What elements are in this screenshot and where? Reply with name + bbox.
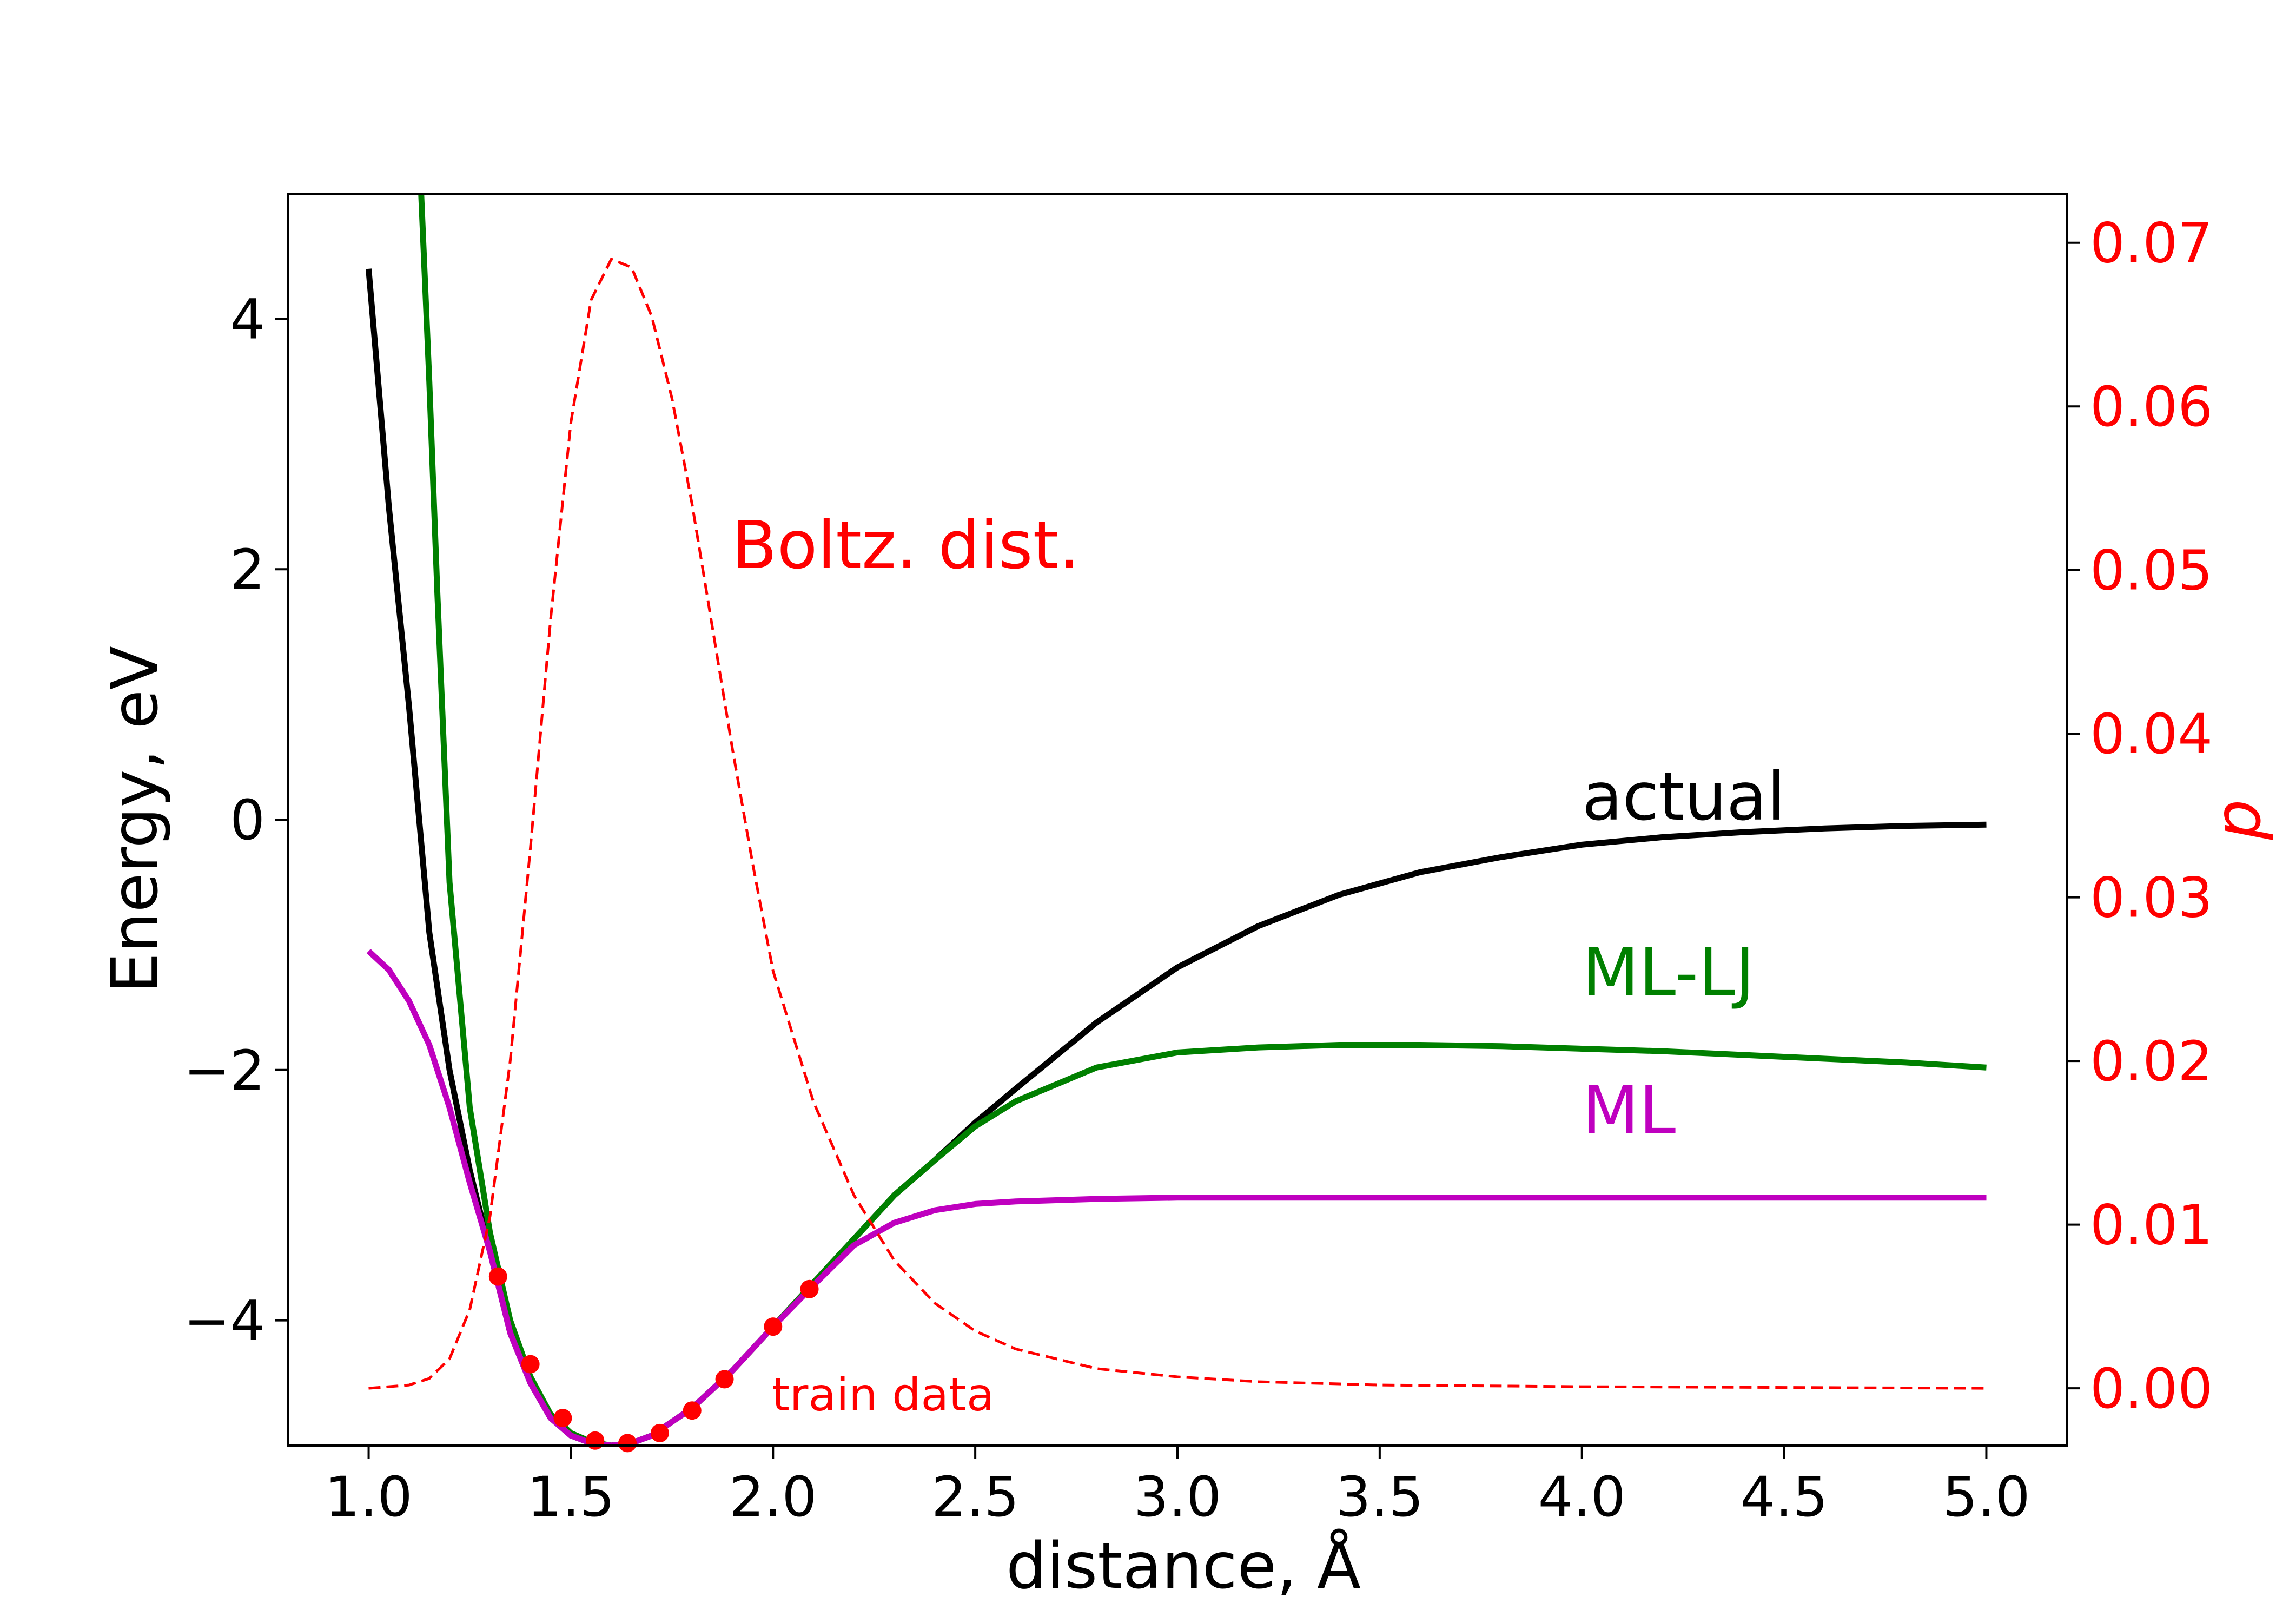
x-tick-label: 5.0 bbox=[1942, 1465, 2030, 1529]
y-tick-label: 0 bbox=[230, 788, 265, 853]
train-data-point bbox=[553, 1409, 572, 1428]
y-right-tick-label: 0.03 bbox=[2090, 866, 2213, 931]
y-right-tick-label: 0.06 bbox=[2090, 375, 2213, 439]
y-right-tick-label: 0.02 bbox=[2090, 1030, 2213, 1094]
y-tick-label: 2 bbox=[230, 538, 265, 602]
plot-area bbox=[288, 194, 2067, 1446]
train-data-point bbox=[715, 1370, 734, 1389]
y-right-tick-label: 0.04 bbox=[2090, 702, 2213, 767]
y-right-tick-label: 0.07 bbox=[2090, 212, 2213, 276]
y-tick-label: 4 bbox=[230, 287, 265, 352]
y-axis-label: Energy, eV bbox=[97, 646, 172, 993]
ticks-layer: 1.0 1.5 2.0 2.5 3.0 3.5 4.0 4.5 5.0 −4 −2 0 2 4 0.00 0.… bbox=[184, 212, 2213, 1529]
train-data-point bbox=[618, 1434, 637, 1453]
x-tick-label: 4.5 bbox=[1740, 1465, 1828, 1529]
annotation-train-data: train data bbox=[772, 1368, 994, 1421]
x-tick-label: 1.0 bbox=[325, 1465, 412, 1529]
x-tick-label: 3.5 bbox=[1336, 1465, 1424, 1529]
y-right-tick-label: 0.05 bbox=[2090, 539, 2213, 603]
x-tick-label: 1.5 bbox=[527, 1465, 614, 1529]
annotation-ml-lj: ML-LJ bbox=[1582, 934, 1755, 1011]
train-data-point bbox=[683, 1401, 702, 1420]
y-right-tick-label: 0.01 bbox=[2090, 1193, 2213, 1258]
series-ml-line bbox=[366, 948, 1987, 1446]
train-data-point bbox=[586, 1431, 605, 1450]
train-data-point bbox=[521, 1355, 540, 1374]
annotation-boltz-dist: Boltz. dist. bbox=[732, 507, 1080, 584]
x-tick-label: 2.0 bbox=[729, 1465, 817, 1529]
curves-layer bbox=[366, 194, 1987, 1446]
y-axis-right-label: p bbox=[2200, 800, 2275, 841]
annotation-ml: ML bbox=[1582, 1072, 1676, 1149]
train-data-point bbox=[650, 1423, 669, 1442]
y-tick-label: −2 bbox=[184, 1039, 265, 1103]
train-data-point bbox=[764, 1317, 783, 1336]
train-data-point bbox=[800, 1279, 819, 1298]
train-data-point bbox=[488, 1267, 507, 1286]
series-boltzmann-line bbox=[368, 258, 1987, 1390]
annotation-actual: actual bbox=[1582, 758, 1785, 835]
plot-background bbox=[288, 194, 2067, 1446]
x-tick-label: 3.0 bbox=[1134, 1465, 1221, 1529]
y-tick-label: −4 bbox=[184, 1289, 265, 1354]
x-tick-label: 4.0 bbox=[1538, 1465, 1626, 1529]
x-tick-label: 2.5 bbox=[931, 1465, 1019, 1529]
x-axis-label: distance, Å bbox=[1006, 1528, 1361, 1603]
y-right-tick-label: 0.00 bbox=[2090, 1357, 2213, 1421]
